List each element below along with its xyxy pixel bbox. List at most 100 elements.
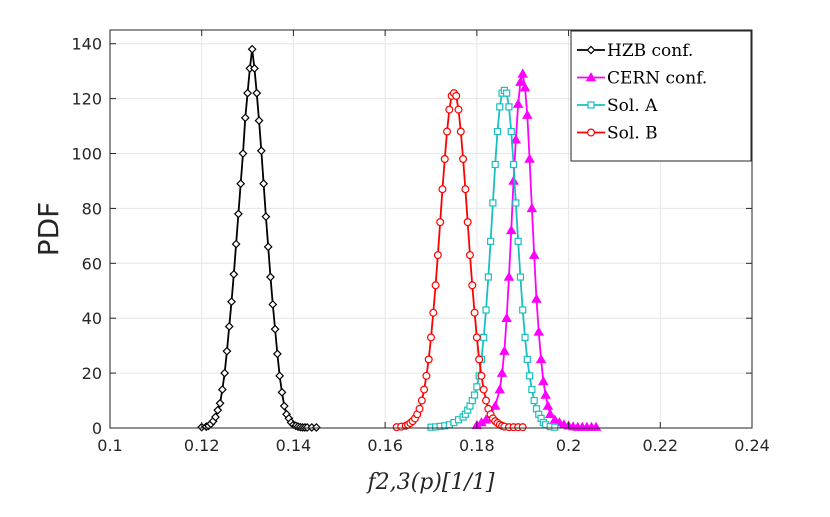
axes-box — [109, 29, 753, 429]
data-point — [254, 116, 264, 126]
data-point — [482, 396, 491, 405]
y-tick-label: 60 — [82, 254, 102, 273]
data-point — [496, 367, 508, 377]
data-point — [484, 273, 492, 281]
data-point — [243, 88, 253, 98]
legend-marker — [586, 128, 595, 137]
data-point — [503, 271, 515, 281]
data-point — [468, 281, 477, 290]
data-point — [518, 423, 527, 432]
y-tick-label: 40 — [82, 309, 102, 328]
data-point — [461, 185, 470, 194]
data-point — [227, 297, 236, 307]
data-point — [508, 175, 519, 185]
data-point — [505, 103, 513, 111]
data-point — [542, 400, 554, 410]
data-point — [311, 423, 321, 432]
data-point — [522, 109, 533, 119]
data-point — [470, 391, 479, 399]
legend-label: CERN conf. — [607, 69, 707, 89]
y-tick-label: 140 — [71, 35, 102, 54]
data-point — [496, 103, 504, 111]
data-point — [433, 251, 442, 260]
ticks: 0.1 0.12 0.14 0.16 0.18 0.2 0.22 0.24 0 20 40 60 80 1… — [71, 30, 770, 455]
data-point — [229, 269, 239, 279]
legend-item: Sol. B — [577, 124, 658, 144]
data-point — [491, 160, 499, 169]
data-point — [510, 134, 522, 144]
data-point — [440, 155, 449, 164]
x-tick-label: 0.24 — [734, 436, 770, 455]
data-point — [535, 353, 547, 364]
data-point — [224, 321, 234, 331]
data-point — [247, 44, 257, 54]
data-point — [479, 385, 488, 394]
legend-label: Sol. A — [607, 96, 658, 116]
data-point — [263, 242, 273, 252]
data-point — [231, 239, 241, 249]
data-point — [523, 355, 531, 363]
data-point — [272, 349, 282, 359]
data-point — [480, 333, 488, 342]
data-point — [489, 199, 497, 207]
data-point — [487, 237, 495, 245]
y-tick-label: 120 — [71, 90, 102, 109]
legend-item: HZB conf. — [577, 41, 693, 61]
data-point — [252, 88, 262, 98]
data-point — [427, 333, 436, 342]
data-point — [420, 385, 429, 394]
data-point — [266, 272, 275, 282]
data-point — [240, 113, 250, 123]
data-point — [525, 372, 534, 380]
data-point — [473, 383, 481, 391]
data-point — [438, 185, 447, 194]
data-point — [445, 105, 454, 114]
data-point — [268, 300, 278, 309]
data-point — [517, 68, 528, 78]
y-tick-label: 80 — [82, 199, 102, 218]
data-point — [514, 237, 522, 245]
data-point — [456, 127, 465, 136]
legend-marker — [586, 45, 596, 55]
data-point — [259, 179, 269, 189]
data-point — [493, 127, 502, 136]
data-point — [477, 371, 486, 380]
data-point — [526, 203, 538, 213]
data-point — [519, 82, 531, 92]
data-point — [279, 401, 289, 411]
legend-marker — [585, 72, 597, 82]
x-tick-label: 0.16 — [367, 436, 403, 455]
series-sol-b — [392, 89, 527, 432]
data-point — [544, 408, 556, 419]
data-point — [429, 308, 438, 317]
data-point — [211, 412, 220, 422]
data-point — [475, 355, 484, 364]
data-point — [549, 414, 561, 424]
data-point — [422, 371, 431, 380]
data-point — [501, 312, 512, 322]
x-tick-label: 0.12 — [184, 436, 220, 455]
legend: HZB conf. CERN conf. Sol. A Sol. B — [570, 30, 752, 162]
data-point — [519, 306, 527, 314]
legend-item: CERN conf. — [577, 69, 707, 89]
data-point — [275, 371, 285, 381]
data-point — [472, 333, 481, 342]
data-point — [431, 281, 440, 290]
data-point — [516, 273, 525, 281]
data-point — [215, 398, 225, 408]
data-point — [213, 405, 223, 415]
data-point — [256, 146, 266, 156]
x-tick-label: 0.14 — [276, 436, 312, 455]
legend-box — [570, 30, 752, 162]
data-point — [463, 218, 472, 227]
series-line — [396, 91, 523, 429]
data-point — [277, 387, 287, 397]
x-tick-label: 0.2 — [556, 436, 581, 455]
y-tick-label: 0 — [92, 419, 102, 438]
y-tick-label: 20 — [82, 364, 102, 383]
data-point — [506, 224, 517, 235]
data-point — [454, 105, 463, 114]
data-point — [540, 389, 551, 399]
data-point — [499, 345, 510, 355]
